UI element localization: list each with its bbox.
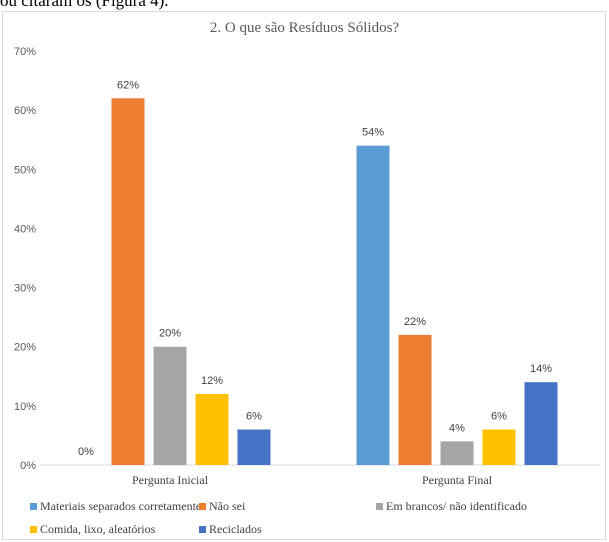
bar [482, 429, 516, 465]
chart-legend: Materiais separados corretamente Não sei E… [10, 499, 600, 539]
chart-title: 2. O que são Resíduos Sólidos? [209, 20, 400, 36]
y-tick-label: 0% [20, 460, 36, 472]
bar [111, 98, 145, 466]
data-label: 4% [449, 422, 465, 434]
legend-swatch [199, 526, 206, 533]
page-top-text: ou citaram os (Figura 4). [0, 0, 169, 10]
x-category-label: Pergunta Final [422, 473, 493, 487]
y-tick-label: 60% [14, 105, 36, 117]
bar [440, 441, 474, 465]
legend-swatch [30, 526, 37, 533]
legend-item: Materiais separados corretamente [30, 499, 201, 514]
y-tick-label: 40% [14, 223, 36, 235]
legend-swatch [376, 503, 383, 510]
x-category-label: Pergunta Inicial [132, 473, 209, 487]
legend-item: Em brancos/ não identificado [376, 499, 527, 514]
data-label: 12% [201, 375, 223, 387]
bar [524, 382, 558, 465]
bar [356, 145, 390, 465]
data-label: 0% [78, 446, 94, 458]
legend-label: Materiais separados corretamente [40, 499, 202, 513]
bar [153, 346, 187, 465]
y-tick-label: 30% [14, 283, 36, 295]
legend-label: Não sei [209, 499, 246, 513]
bar [237, 429, 271, 465]
bar [195, 394, 229, 465]
legend-item: Não sei [199, 499, 245, 514]
data-label: 14% [530, 363, 552, 375]
legend-label: Comida, lixo, aleatórios [40, 522, 156, 536]
chart-frame [2, 11, 606, 540]
y-tick-label: 50% [14, 164, 36, 176]
bar [398, 334, 432, 465]
legend-swatch [199, 503, 206, 510]
data-label: 22% [404, 316, 426, 328]
legend-label: Reciclados [209, 522, 262, 536]
legend-item: Comida, lixo, aleatórios [30, 522, 155, 537]
data-label: 20% [159, 328, 181, 340]
y-tick-label: 10% [14, 401, 36, 413]
data-label: 6% [491, 411, 507, 423]
y-tick-label: 70% [14, 46, 36, 58]
legend-item: Reciclados [199, 522, 262, 537]
data-label: 62% [117, 79, 139, 91]
legend-swatch [30, 503, 37, 510]
y-tick-label: 20% [14, 342, 36, 354]
data-label: 6% [246, 411, 262, 423]
bar-chart: 0% 10% 20% 30% 40% 50% 60% 70% 0% 54% 62% 22% 20% 4% 1… [14, 46, 600, 487]
data-label: 54% [362, 127, 384, 139]
legend-label: Em brancos/ não identificado [386, 499, 527, 513]
